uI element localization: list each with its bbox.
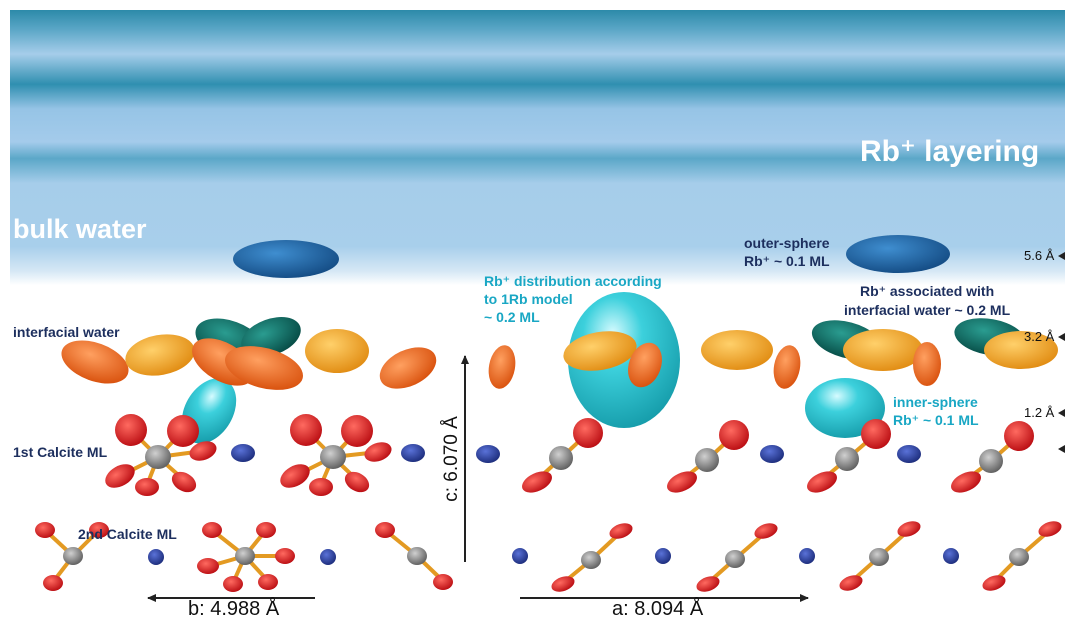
height-marker-3-2 bbox=[1058, 333, 1065, 341]
rb-outer-sphere-ellipsoid bbox=[846, 235, 950, 273]
rb-inner-sphere-ellipsoid bbox=[805, 378, 885, 438]
rb-layering-label: Rb⁺ layering bbox=[860, 135, 1040, 168]
b-axis-label: b: 4.988 Å bbox=[188, 598, 280, 620]
outer-sphere-label: outer-sphere Rb⁺ ~ 0.1 ML bbox=[744, 234, 830, 270]
interfacial-assoc-line1: Rb⁺ associated with bbox=[859, 283, 995, 299]
inner-sphere-label: inner-sphere Rb⁺ ~ 0.1 ML bbox=[893, 393, 979, 429]
inner-sphere-line2: Rb⁺ ~ 0.1 ML bbox=[893, 412, 979, 428]
interfacial-assoc-line2: interfacial water ~ 0.2 ML bbox=[844, 302, 1011, 318]
outer-sphere-line1: outer-sphere bbox=[744, 235, 830, 251]
inner-sphere-line1: inner-sphere bbox=[893, 394, 978, 410]
height-marker-5-6 bbox=[1058, 252, 1065, 260]
interfacial-water-label: interfacial water bbox=[13, 324, 120, 340]
height-label-5-6: 5.6 Å bbox=[1024, 248, 1055, 263]
calcite-monolayer-1 bbox=[105, 414, 1034, 496]
rb-distribution-line1: Rb⁺ distribution according bbox=[484, 273, 662, 289]
calcite-monolayer-2 bbox=[35, 521, 1062, 592]
height-label-3-2: 3.2 Å bbox=[1024, 329, 1055, 344]
rb-distribution-label: Rb⁺ distribution according to 1Rb model … bbox=[484, 272, 662, 326]
calcite-2nd-label: 2nd Calcite ML bbox=[78, 526, 177, 542]
rb-distribution-line2: to 1Rb model bbox=[484, 291, 573, 307]
interfacial-assoc-label: Rb⁺ associated with interfacial water ~ … bbox=[844, 282, 1010, 320]
interfacial-water-layer bbox=[61, 329, 1058, 390]
c-axis-label: c: 6.070 Å bbox=[441, 416, 462, 502]
a-axis-label: a: 8.094 Å bbox=[612, 598, 704, 620]
rb-outer-sphere-ellipsoid bbox=[233, 240, 339, 278]
rb-distribution-line3: ~ 0.2 ML bbox=[484, 309, 540, 325]
height-marker-base bbox=[1058, 445, 1065, 453]
height-label-1-2: 1.2 Å bbox=[1024, 405, 1055, 420]
outer-sphere-line2: Rb⁺ ~ 0.1 ML bbox=[744, 253, 830, 269]
bulk-water-label: bulk water bbox=[13, 214, 147, 244]
calcite-1st-label: 1st Calcite ML bbox=[13, 444, 108, 460]
height-marker-1-2 bbox=[1058, 409, 1065, 417]
